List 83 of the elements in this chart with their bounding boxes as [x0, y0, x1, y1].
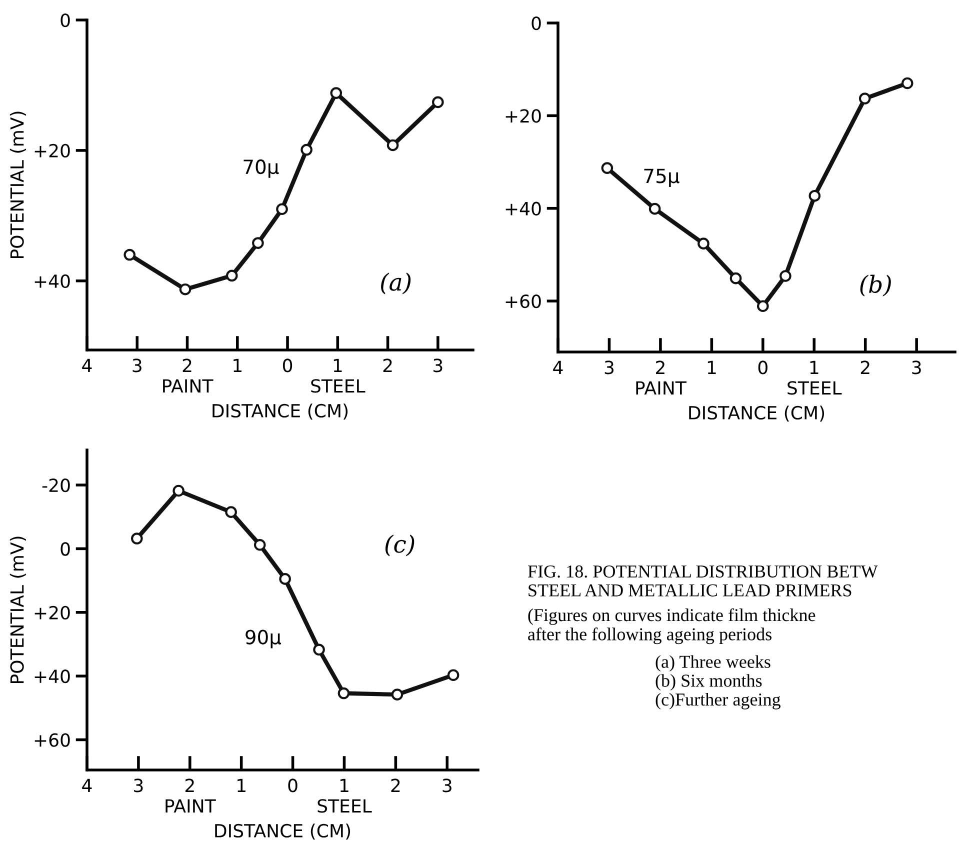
x-tick-label: 1: [334, 358, 342, 372]
point: [276, 203, 288, 216]
annotation: 70μ: [244, 159, 279, 178]
text: (a) Three weeks (b) Six months (c)Further ageing: [656, 655, 780, 710]
x-tick-label: 2: [185, 778, 194, 792]
point: [124, 248, 136, 261]
x-axis-title: DISTANCE (CM): [689, 406, 824, 422]
point: [338, 687, 350, 700]
point: [252, 237, 264, 249]
y-tick-label: +40: [506, 202, 541, 216]
x-tick-label: 2: [656, 360, 664, 374]
y-axis-title: POTENTIAL (mV): [10, 536, 26, 684]
x-tick-label: 3: [604, 360, 614, 374]
x-tick-label: 4: [82, 778, 92, 792]
point: [131, 532, 143, 544]
point: [780, 270, 792, 282]
annotation: (b): [860, 274, 891, 296]
text: STEEL: [318, 799, 372, 813]
annotation: 90μ: [246, 630, 282, 648]
x-tick-label: 1: [810, 360, 818, 374]
x-tick-label: 0: [282, 358, 292, 372]
y-tick-label: +20: [506, 109, 541, 123]
text: (Figures on curves indicate film thickne after the following ageing periods: [528, 608, 816, 644]
point: [447, 669, 460, 682]
x-tick-label: 4: [82, 358, 92, 372]
y-tick-label: +60: [506, 294, 541, 308]
x-tick-label: 1: [340, 778, 348, 792]
annotation: 75μ: [644, 168, 680, 188]
x-axis-title: DISTANCE (CM): [212, 404, 348, 420]
x-tick-label: 2: [860, 360, 870, 374]
point: [279, 573, 291, 585]
x-tick-label: 3: [132, 358, 142, 372]
point: [386, 139, 399, 152]
y-axis-title: POTENTIAL (mV): [10, 112, 26, 258]
point: [254, 538, 266, 551]
y-tick-label: +60: [34, 733, 70, 747]
annotation: (a): [381, 272, 411, 294]
text: PAINT: [166, 799, 216, 812]
point: [730, 272, 742, 284]
x-tick-label: 2: [182, 358, 192, 372]
x-tick-label: 2: [391, 778, 400, 792]
point: [226, 270, 238, 282]
text: PAINT: [636, 381, 686, 394]
point: [808, 190, 821, 202]
point: [858, 92, 871, 104]
text: PAINT: [163, 379, 214, 392]
x-tick-label: 3: [912, 360, 921, 374]
caption: FIG. 18. POTENTIAL DISTRIBUTION BETW STEEL AND METALLIC LEAD PRIMERS: [528, 565, 878, 596]
y-tick-label: +40: [34, 670, 70, 684]
x-tick-label: 3: [442, 778, 452, 792]
y-tick-label: +20: [34, 144, 70, 158]
point: [648, 202, 661, 215]
point: [601, 162, 614, 174]
x-tick-label: 3: [434, 358, 442, 372]
point: [432, 96, 444, 108]
x-tick-label: 0: [758, 360, 768, 374]
y-tick-label: +40: [34, 274, 70, 288]
point: [300, 144, 312, 156]
point: [225, 506, 237, 518]
x-tick-label: 1: [238, 778, 246, 792]
point: [313, 644, 325, 656]
x-tick-label: 1: [234, 358, 242, 372]
y-tick-label: -20: [42, 478, 70, 492]
point: [172, 484, 184, 497]
x-axis-title: DISTANCE (CM): [215, 824, 350, 840]
y-tick-label: 0: [60, 13, 70, 28]
y-tick-label: 0: [60, 542, 70, 556]
y-tick-label: 0: [532, 16, 541, 30]
text: STEEL: [788, 381, 842, 395]
point: [179, 283, 192, 296]
point: [901, 77, 914, 90]
x-tick-label: 2: [383, 358, 392, 372]
annotation: (c): [385, 534, 414, 556]
x-tick-label: 1: [708, 360, 716, 374]
x-tick-label: 3: [134, 778, 143, 792]
x-tick-label: 0: [288, 778, 298, 792]
text: STEEL: [311, 379, 366, 393]
point: [756, 300, 769, 312]
x-tick-label: 4: [553, 360, 563, 374]
y-tick-label: +20: [34, 606, 70, 620]
point: [391, 688, 404, 700]
point: [330, 87, 342, 99]
point: [698, 238, 710, 250]
